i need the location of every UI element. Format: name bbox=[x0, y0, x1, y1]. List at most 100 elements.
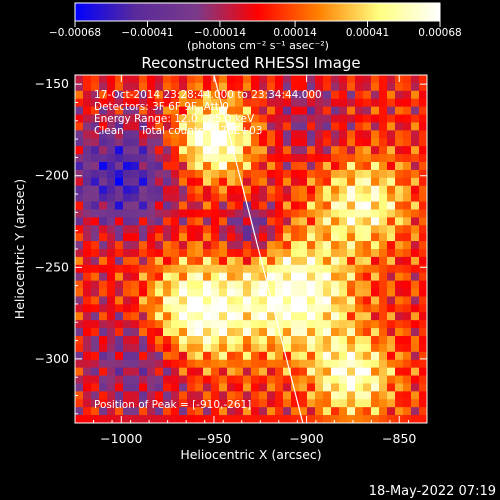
heatmap-cell bbox=[99, 288, 108, 297]
heatmap-cell bbox=[75, 272, 84, 281]
heatmap-cell bbox=[331, 169, 340, 179]
heatmap-cell bbox=[99, 233, 108, 242]
heatmap-cell bbox=[203, 209, 212, 218]
heatmap-cell bbox=[219, 367, 228, 376]
heatmap-cell bbox=[107, 233, 116, 242]
heatmap-cell bbox=[323, 154, 332, 163]
heatmap-cell bbox=[179, 98, 188, 107]
heatmap-cell bbox=[411, 185, 420, 194]
annotation-energy: Energy Range: 12.0 - 25.0 keV bbox=[94, 113, 255, 125]
heatmap-cell bbox=[315, 375, 324, 384]
heatmap-cell bbox=[75, 351, 84, 361]
heatmap-cell bbox=[83, 75, 92, 84]
heatmap-cell bbox=[179, 304, 188, 313]
heatmap-cell bbox=[131, 256, 140, 266]
heatmap-cell bbox=[387, 391, 396, 400]
heatmap-cell bbox=[283, 146, 292, 155]
heatmap-cell bbox=[323, 169, 332, 179]
heatmap-cell bbox=[91, 233, 100, 242]
heatmap-cell bbox=[163, 114, 172, 123]
heatmap-cell bbox=[91, 154, 100, 163]
heatmap-cell bbox=[75, 399, 84, 408]
heatmap-cell bbox=[179, 272, 188, 281]
heatmap-cell bbox=[259, 383, 268, 392]
heatmap-cell bbox=[403, 169, 412, 179]
heatmap-cell bbox=[155, 241, 164, 250]
heatmap-cell bbox=[307, 312, 316, 321]
heatmap-cell bbox=[227, 336, 236, 345]
heatmap-cell bbox=[107, 328, 116, 337]
heatmap-cell bbox=[203, 391, 212, 400]
heatmap-cell bbox=[379, 241, 388, 250]
heatmap-cell bbox=[331, 280, 340, 289]
heatmap-cell bbox=[139, 296, 148, 305]
heatmap-cell bbox=[395, 122, 404, 131]
heatmap-cell bbox=[419, 407, 427, 416]
heatmap-cell bbox=[419, 304, 427, 313]
heatmap-cell bbox=[315, 154, 324, 163]
heatmap-cell bbox=[363, 367, 372, 376]
heatmap-cell bbox=[123, 241, 132, 250]
heatmap-cell bbox=[91, 122, 100, 131]
heatmap-cell bbox=[251, 162, 260, 171]
heatmap-cell bbox=[379, 264, 388, 274]
heatmap-cell bbox=[283, 114, 292, 123]
heatmap-cell bbox=[355, 264, 364, 274]
heatmap-cell bbox=[275, 351, 284, 361]
heatmap-cell bbox=[403, 122, 412, 131]
heatmap-cell bbox=[259, 272, 268, 281]
heatmap-cell bbox=[195, 336, 204, 345]
heatmap-cell bbox=[339, 367, 348, 376]
heatmap-cell bbox=[227, 75, 236, 84]
heatmap-cell bbox=[139, 209, 148, 218]
heatmap-cell bbox=[211, 407, 220, 416]
heatmap-cell bbox=[203, 154, 212, 163]
heatmap-cell bbox=[83, 106, 92, 115]
heatmap-cell bbox=[379, 122, 388, 131]
heatmap-cell bbox=[251, 75, 260, 84]
heatmap-cell bbox=[75, 154, 84, 163]
heatmap-cell bbox=[331, 328, 340, 337]
heatmap-cell bbox=[211, 82, 220, 92]
heatmap-cell bbox=[195, 343, 204, 353]
heatmap-cell bbox=[227, 375, 236, 384]
heatmap-cell bbox=[331, 225, 340, 234]
heatmap-cell bbox=[251, 225, 260, 234]
heatmap-cell bbox=[131, 146, 140, 155]
heatmap-cell bbox=[179, 241, 188, 250]
heatmap-cell bbox=[235, 336, 244, 345]
heatmap-cell bbox=[107, 375, 116, 384]
heatmap-cell bbox=[91, 201, 100, 210]
heatmap-cell bbox=[227, 272, 236, 281]
heatmap-cell bbox=[219, 304, 228, 313]
heatmap-cell bbox=[179, 415, 188, 423]
heatmap-cell bbox=[75, 106, 84, 115]
heatmap-cell bbox=[83, 114, 92, 123]
heatmap-cell bbox=[163, 130, 172, 139]
heatmap-cell bbox=[379, 98, 388, 107]
heatmap-cell bbox=[139, 154, 148, 163]
heatmap-cell bbox=[235, 209, 244, 218]
heatmap-cell bbox=[371, 320, 380, 329]
heatmap-cell bbox=[371, 256, 380, 266]
heatmap-cell bbox=[235, 320, 244, 329]
colorbar-tick-label: −0.00014 bbox=[194, 27, 247, 39]
heatmap-cell bbox=[403, 328, 412, 337]
heatmap-cell bbox=[363, 391, 372, 400]
heatmap-cell bbox=[187, 320, 196, 329]
heatmap-cell bbox=[115, 162, 124, 171]
heatmap-cell bbox=[227, 391, 236, 400]
heatmap-cell bbox=[115, 177, 124, 187]
heatmap-cell bbox=[379, 391, 388, 400]
heatmap-cell bbox=[139, 336, 148, 345]
heatmap-cell bbox=[379, 343, 388, 353]
heatmap-cell bbox=[259, 162, 268, 171]
heatmap-cell bbox=[123, 225, 132, 234]
heatmap-cell bbox=[323, 201, 332, 210]
heatmap-cell bbox=[91, 391, 100, 400]
heatmap-cell bbox=[387, 367, 396, 376]
heatmap-cell bbox=[155, 320, 164, 329]
heatmap-cell bbox=[147, 162, 156, 171]
heatmap-cell bbox=[251, 138, 260, 147]
heatmap-cell bbox=[315, 280, 324, 289]
